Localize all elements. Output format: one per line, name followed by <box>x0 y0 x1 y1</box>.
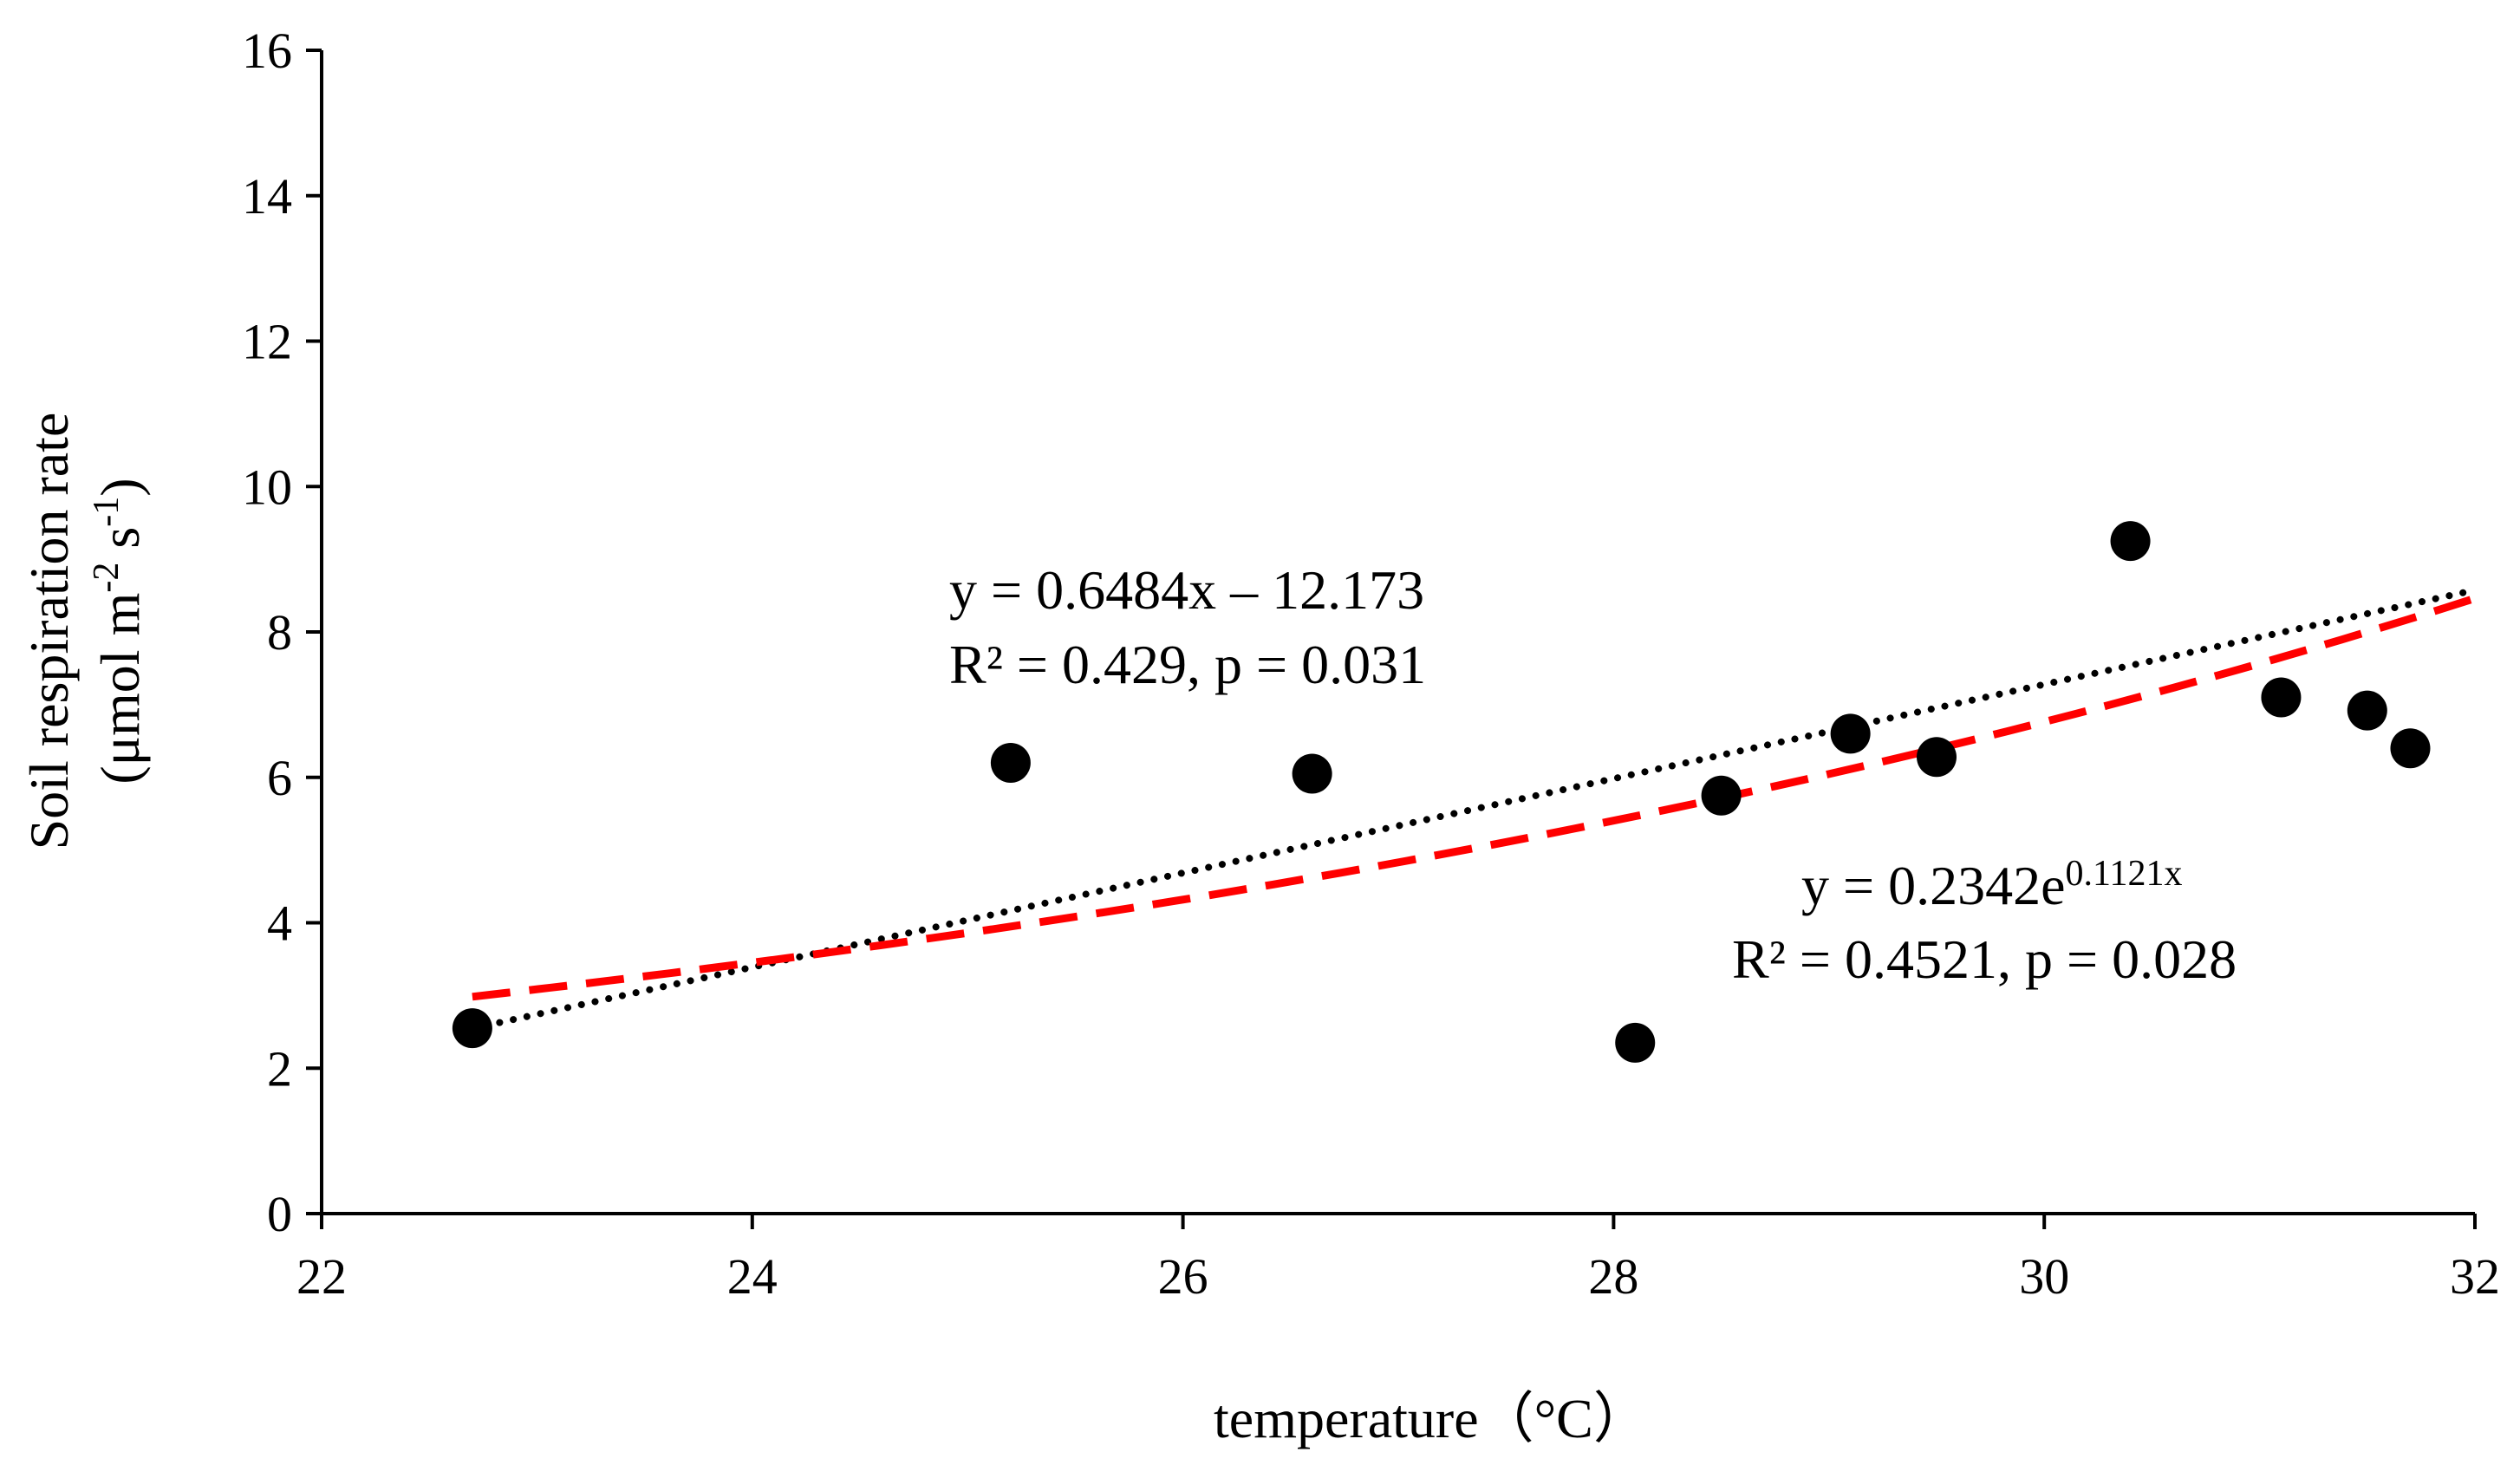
y-tick-label: 16 <box>242 23 292 79</box>
data-point <box>1917 737 1957 778</box>
y-tick-label: 6 <box>267 750 292 806</box>
x-tick-label: 26 <box>1158 1248 1208 1305</box>
y-tick-label: 2 <box>267 1040 292 1097</box>
linear-fit-equation: y = 0.6484x – 12.173 <box>949 559 1424 621</box>
y-axis-title: Soil respiration rate (μmol m-2 s-1) <box>18 413 151 850</box>
y-ticks: 0 2 4 6 8 10 12 14 16 <box>242 23 322 1242</box>
linear-fit-stats: R² = 0.429, p = 0.031 <box>949 634 1426 695</box>
data-points <box>452 521 2431 1063</box>
exponential-fit-stats: R² = 0.4521, p = 0.028 <box>1732 928 2237 990</box>
data-point <box>452 1008 492 1049</box>
exponential-fit-equation-exponent: 0.1121x <box>2066 854 2183 894</box>
y-tick-label: 8 <box>267 604 292 661</box>
y-tick-label: 10 <box>242 459 292 515</box>
y-axis-title-line2: (μmol m-2 s-1) <box>87 478 151 784</box>
x-tick-label: 32 <box>2450 1248 2500 1305</box>
exponential-fit-equation: y = 0.2342e0.1121x <box>1801 854 2182 916</box>
y-tick-label: 14 <box>242 168 292 225</box>
y-tick-label: 0 <box>267 1186 292 1242</box>
data-point <box>2261 677 2302 718</box>
exponential-fit-line <box>472 594 2477 1001</box>
x-tick-label: 24 <box>727 1248 778 1305</box>
data-point <box>1292 753 1332 794</box>
y-tick-label: 4 <box>267 895 292 952</box>
y-axis-title-line1: Soil respiration rate <box>18 413 80 850</box>
x-ticks: 22 24 26 28 30 32 <box>296 1214 2500 1305</box>
data-point <box>1701 775 1742 816</box>
exponential-fit-equation-base: y = 0.2342e <box>1801 855 2066 916</box>
data-point <box>2110 521 2151 562</box>
data-point <box>990 742 1031 783</box>
x-tick-label: 22 <box>296 1248 347 1305</box>
data-point <box>1830 713 1871 754</box>
data-point <box>2390 728 2431 769</box>
axes <box>320 50 2475 1215</box>
x-tick-label: 28 <box>1588 1248 1638 1305</box>
y-tick-label: 12 <box>242 314 292 370</box>
data-point <box>2347 690 2387 731</box>
x-axis-title: temperature（°C） <box>1214 1388 1649 1449</box>
x-tick-label: 30 <box>2019 1248 2069 1305</box>
data-point <box>1615 1022 1656 1063</box>
